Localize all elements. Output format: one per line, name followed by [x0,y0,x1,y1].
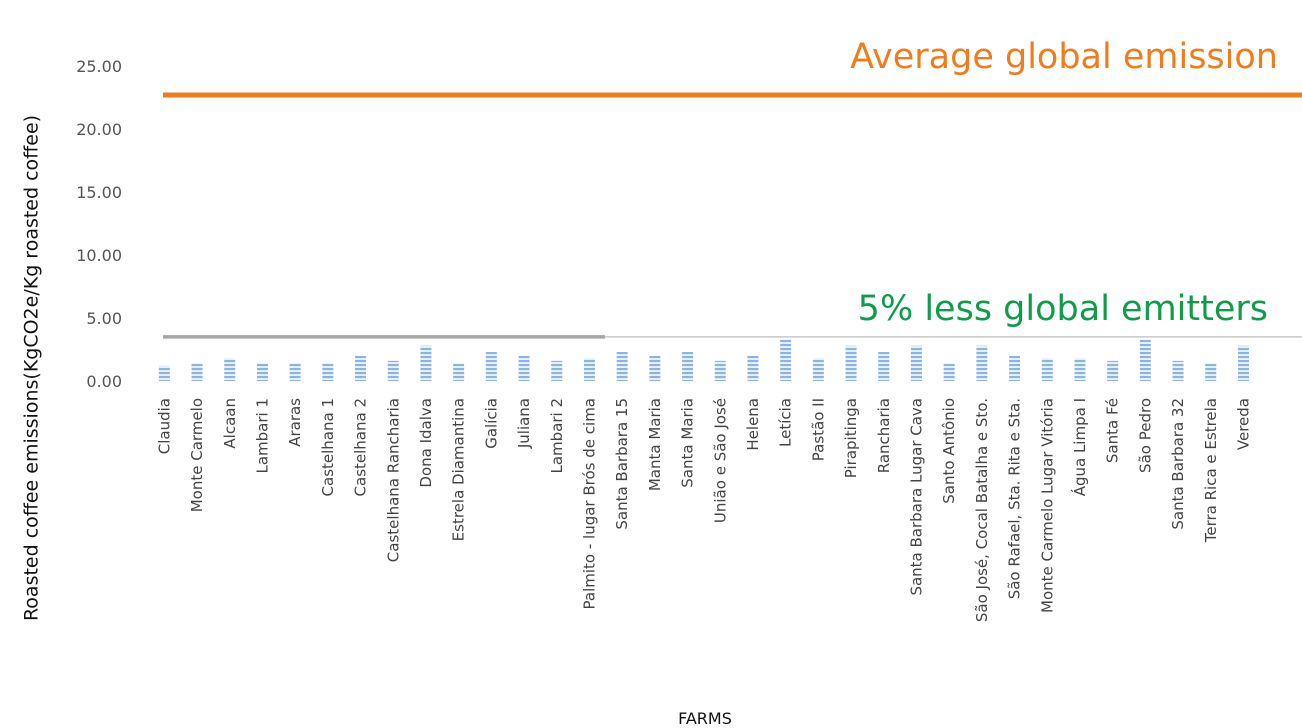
bar [1074,358,1086,381]
bar [256,363,268,381]
bar [714,360,726,381]
bar [158,365,170,381]
x-tick-label: Vereda [1234,398,1252,450]
x-tick-label: Estrela Diamantina [450,398,468,541]
x-tick-label: Castelhana 2 [352,398,370,496]
bar [910,345,922,381]
x-tick-label: São Pedro [1136,398,1154,473]
x-tick-label: Letícia [777,398,795,447]
y-tick-label: 5.00 [86,309,122,328]
x-tick-label: Galícia [482,398,500,449]
bar [1009,355,1021,381]
x-tick-label: Santo Antônio [940,398,958,504]
bar [780,339,792,381]
bar [682,352,694,381]
x-tick-label: Santa Barbara 15 [613,398,631,530]
x-tick-label: São José, Cocal Batalha e Sto. [973,398,991,622]
bar [1107,360,1119,381]
bar [485,352,497,381]
x-tick-label: Manta Maria [646,398,664,491]
bar [1041,358,1053,381]
bar [322,363,334,381]
x-tick-label: Lambari 1 [253,398,271,474]
x-tick-label: São Rafael, Sta. Rita e Sta. [1006,398,1024,599]
bar [649,355,661,381]
y-tick-label: 10.00 [76,246,122,265]
average-global-emission-label: Average global emission [850,37,1278,77]
bar [224,358,236,381]
bar [420,345,432,381]
bar [943,363,955,381]
bar [1139,339,1151,381]
x-tick-label: Rancharia [875,398,893,473]
x-tick-label: Claudia [155,398,173,454]
bar [616,352,628,381]
x-tick-label: Alcaan [221,398,239,449]
bar [191,363,203,381]
bar [976,345,988,381]
x-axis-title: FARMS [678,709,732,728]
bar [878,352,890,381]
x-tick-label: Santa Fé [1104,398,1122,463]
x-tick-label: Santa Barbara 32 [1169,398,1187,530]
x-tick-label: Monte Carmelo [188,398,206,512]
x-tick-label: Santa Barbara Lugar Cava [907,398,925,596]
bar [845,345,857,381]
y-tick-label: 20.00 [76,120,122,139]
y-tick-label: 25.00 [76,57,122,76]
y-axis-title: Roasted coffee emissions(KgCO2e/Kg roast… [21,115,43,621]
x-tick-label: Dona Idalva [417,398,435,488]
bar [387,360,399,381]
x-tick-label: Helena [744,398,762,451]
x-tick-label: Monte Carmelo Lugar Vitória [1038,398,1056,613]
low-emitters-label: 5% less global emitters [858,289,1268,329]
x-tick-label: Juliana [515,398,533,449]
bar [518,355,530,381]
y-tick-label: 0.00 [86,372,122,391]
bar [1172,360,1184,381]
bar [747,355,759,381]
x-tick-label: Água Limpa I [1070,398,1089,496]
bar [453,363,465,381]
bar [551,360,563,381]
x-tick-label: Lambari 2 [548,398,566,474]
bar [1237,345,1249,381]
x-tick-label: Castelhana 1 [319,398,337,496]
x-tick-label: Palmito - lugar Brós de cima [580,398,598,609]
x-tick-label: Terra Rica e Estrela [1202,398,1220,543]
x-tick-label: Santa Maria [679,398,697,488]
x-tick-label: Pirapitinga [842,398,860,478]
x-tick-label: Pastão II [809,398,827,461]
bar [812,358,824,381]
bar [583,358,595,381]
y-tick-label: 15.00 [76,183,122,202]
bar [1205,363,1217,381]
bar [355,355,367,381]
x-tick-label: União e São José [711,398,729,523]
x-tick-label: Araras [286,398,304,447]
bar [289,363,301,381]
x-tick-label: Castelhana Rancharia [384,398,402,562]
